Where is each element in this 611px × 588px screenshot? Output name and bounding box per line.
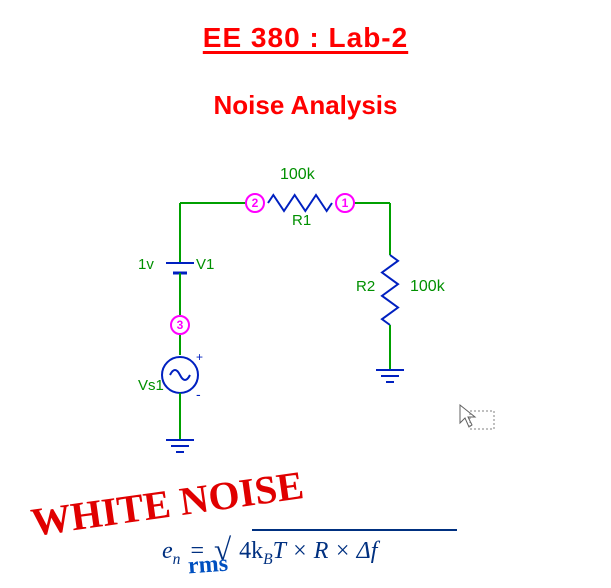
rms-annotation: rms bbox=[187, 551, 229, 581]
formula-lhs-var: e bbox=[162, 538, 173, 564]
svg-text:3: 3 bbox=[177, 318, 184, 332]
circuit-schematic: + - 2 1 3 bbox=[150, 160, 490, 480]
svg-text:-: - bbox=[196, 386, 201, 402]
svg-text:+: + bbox=[196, 350, 203, 364]
r2-value-label: 100k bbox=[410, 278, 445, 296]
page-subtitle: Noise Analysis bbox=[0, 90, 611, 121]
formula-kb-sub: B bbox=[263, 551, 273, 568]
vs1-name-label: Vs1 bbox=[138, 377, 164, 394]
svg-text:1: 1 bbox=[342, 196, 349, 210]
v1-name-label: V1 bbox=[196, 256, 214, 273]
formula-lhs-sub: n bbox=[173, 551, 181, 568]
radical-overline bbox=[252, 529, 457, 531]
r1-name-label: R1 bbox=[292, 212, 311, 229]
svg-text:2: 2 bbox=[252, 196, 259, 210]
page-title: EE 380 : Lab-2 bbox=[0, 22, 611, 54]
r2-name-label: R2 bbox=[356, 278, 375, 295]
formula-4k: 4k bbox=[239, 538, 263, 564]
formula-tail: T × R × Δf bbox=[273, 538, 378, 564]
r1-value-label: 100k bbox=[280, 166, 315, 184]
v1-value-label: 1v bbox=[138, 256, 154, 273]
